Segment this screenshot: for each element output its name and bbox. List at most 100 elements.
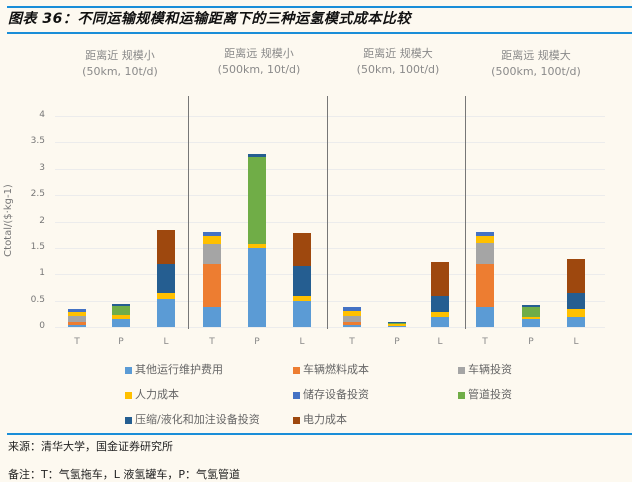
- x-tick-label: P: [528, 337, 534, 347]
- bar-segment: [293, 266, 311, 297]
- bar-segment: [567, 309, 585, 317]
- group-title-line1: 距离近 规模大: [363, 47, 433, 60]
- legend-item: 管道投资: [458, 386, 512, 402]
- group-title-far-large: 距离远 规模大 (500km, 100t/d): [466, 48, 606, 80]
- stacked-bar-L: [431, 0, 449, 360]
- group-title-line2: (500km, 100t/d): [491, 65, 581, 78]
- bar-segment: [68, 316, 86, 322]
- group-title-line2: (50km, 100t/d): [356, 63, 440, 76]
- x-tick-label: T: [482, 337, 488, 347]
- legend-item: 电力成本: [293, 411, 347, 427]
- bar-segment: [293, 296, 311, 302]
- bar-segment: [343, 310, 361, 316]
- bar-segment: [248, 153, 266, 157]
- stacked-bar-P: [388, 0, 406, 360]
- legend-swatch-icon: [125, 391, 132, 399]
- legend-item: 车辆燃料成本: [293, 361, 369, 377]
- legend-item: 人力成本: [125, 386, 179, 402]
- group-title-far-small: 距离远 规模小 (500km, 10t/d): [189, 46, 329, 78]
- bar-segment: [431, 262, 449, 297]
- bar-segment: [112, 304, 130, 307]
- bar-segment: [476, 264, 494, 307]
- stacked-bar-P: [112, 0, 130, 360]
- bar-segment: [248, 156, 266, 244]
- remark-note: 备注：T：气氢拖车，L 液氢罐车，P：气氢管道: [8, 468, 240, 481]
- bar-segment: [248, 248, 266, 327]
- gridline: [55, 116, 605, 117]
- gridline: [55, 274, 605, 276]
- chart-plot-area: 距离近 规模小 (50km, 10t/d) 距离远 规模小 (500km, 10…: [3, 0, 606, 360]
- stacked-bar-L: [157, 0, 175, 360]
- bar-segment: [293, 301, 311, 327]
- legend-item: 其他运行维护费用: [125, 361, 223, 377]
- legend-label: 管道投资: [468, 388, 512, 401]
- legend-label: 压缩/液化和加注设备投资: [135, 413, 260, 426]
- bar-segment: [476, 306, 494, 327]
- source-note: 来源：清华大学，国金证券研究所: [8, 440, 173, 453]
- y-tick-label: 2.5: [30, 189, 45, 200]
- legend-label: 车辆投资: [468, 363, 512, 376]
- group-title-line2: (500km, 10t/d): [217, 63, 301, 76]
- bar-segment: [203, 264, 221, 307]
- stacked-bar-T: [343, 0, 361, 360]
- stacked-bar-L: [293, 0, 311, 360]
- x-tick-label: L: [163, 337, 169, 347]
- bar-segment: [203, 231, 221, 237]
- stacked-bar-L: [567, 0, 585, 360]
- bar-segment: [431, 312, 449, 317]
- bar-segment: [522, 319, 540, 327]
- gridline: [55, 300, 605, 302]
- bar-segment: [293, 232, 311, 267]
- legend-item: 车辆投资: [458, 361, 512, 377]
- legend-label: 人力成本: [135, 388, 179, 401]
- bar-segment: [567, 259, 585, 294]
- bar-segment: [431, 316, 449, 327]
- bar-segment: [388, 322, 406, 325]
- x-tick-label: T: [209, 337, 215, 347]
- bar-segment: [157, 299, 175, 327]
- gridline: [55, 168, 605, 170]
- bar-segment: [476, 242, 494, 265]
- bar-segment: [68, 324, 86, 327]
- bar-segment: [522, 316, 540, 320]
- bar-segment: [343, 324, 361, 327]
- bar-segment: [68, 311, 86, 317]
- x-tick-label: T: [349, 337, 355, 347]
- bar-segment: [522, 304, 540, 307]
- bar-segment: [567, 316, 585, 327]
- bar-segment: [157, 293, 175, 300]
- x-tick-label: L: [437, 337, 443, 347]
- bar-segment: [203, 236, 221, 244]
- legend-item: 压缩/液化和加注设备投资: [125, 411, 260, 427]
- legend-swatch-icon: [293, 416, 300, 424]
- group-title-line1: 距离远 规模大: [501, 49, 571, 62]
- bar-segment: [567, 293, 585, 310]
- gridline: [55, 327, 605, 328]
- gridline: [55, 221, 605, 223]
- footer-rule: [7, 433, 632, 435]
- bar-segment: [112, 315, 130, 319]
- bar-segment: [343, 322, 361, 325]
- bar-segment: [388, 324, 406, 326]
- figure-title: 图表 36：不同运输规模和运输距离下的三种运氢模式成本比较: [8, 11, 411, 27]
- legend-swatch-icon: [458, 366, 465, 374]
- x-tick-label: T: [74, 337, 80, 347]
- legend-swatch-icon: [125, 366, 132, 374]
- legend-swatch-icon: [125, 416, 132, 424]
- group-title-line2: (50km, 10t/d): [82, 65, 158, 78]
- legend-label: 储存设备投资: [303, 388, 369, 401]
- y-tick-label: 4: [39, 110, 45, 120]
- group-title-line1: 距离远 规模小: [224, 47, 294, 60]
- x-tick-label: L: [573, 337, 579, 347]
- legend-label: 车辆燃料成本: [303, 363, 369, 376]
- x-tick-label: P: [254, 337, 260, 347]
- legend-label: 电力成本: [303, 413, 347, 426]
- bar-segment: [343, 306, 361, 311]
- bar-segment: [248, 243, 266, 249]
- y-tick-label: 3.5: [30, 136, 45, 147]
- x-tick-label: P: [118, 337, 124, 347]
- group-title-line1: 距离近 规模小: [85, 49, 155, 62]
- gridline: [55, 142, 605, 144]
- bar-segment: [112, 318, 130, 327]
- legend-item: 储存设备投资: [293, 386, 369, 402]
